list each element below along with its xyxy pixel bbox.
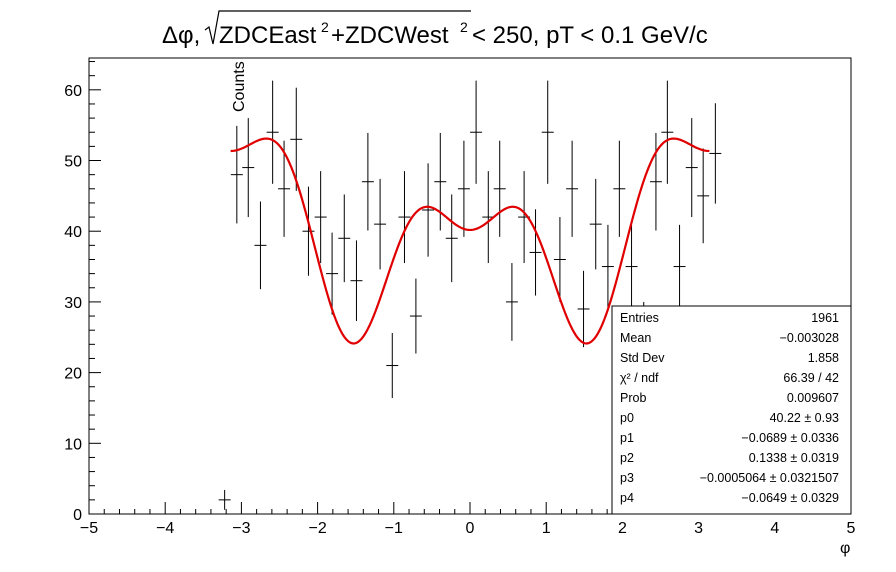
y-tick-label: 10 (64, 436, 82, 453)
data-point (386, 333, 399, 399)
data-point (505, 263, 518, 341)
stats-value: −0.0649 ± 0.0329 (741, 491, 839, 505)
stats-box: Entries 1961 Mean −0.003028 Std Dev 1.858 χ² /… (611, 305, 852, 515)
sqrt-sign (204, 10, 471, 45)
data-point (302, 186, 315, 276)
x-tick-label: −1 (385, 520, 403, 537)
title-superscript-2: 2 (460, 19, 468, 35)
stats-label: p3 (620, 471, 634, 485)
stats-label: p2 (620, 451, 634, 465)
y-tick-label: 50 (64, 154, 82, 171)
data-point (709, 103, 722, 204)
data-point (434, 132, 447, 231)
data-point (398, 171, 411, 264)
data-point (613, 140, 626, 237)
data-point (673, 224, 686, 309)
x-tick-label: −2 (308, 520, 326, 537)
y-axis: 0 10 20 30 40 50 60 (64, 61, 101, 524)
data-point (470, 80, 483, 184)
data-point (529, 209, 542, 296)
title-prefix: Δφ, (162, 22, 200, 49)
y-tick-label: 20 (64, 366, 82, 383)
data-point (409, 278, 422, 354)
x-tick-label: 2 (618, 520, 627, 537)
x-tick-label: 3 (694, 520, 703, 537)
stats-value: 0.009607 (787, 391, 839, 405)
data-point (566, 140, 579, 237)
y-tick-label: 0 (73, 507, 82, 524)
data-point (577, 270, 590, 348)
data-point (338, 194, 351, 283)
stats-value: −0.0689 ± 0.0336 (741, 431, 839, 445)
x-tick-label: 0 (466, 520, 475, 537)
x-axis: −5 −4 −3 −2 −1 0 1 2 3 4 5 (80, 502, 856, 537)
data-point (445, 194, 458, 283)
data-point (553, 217, 566, 302)
stats-label: Mean (620, 331, 651, 345)
data-point (254, 201, 267, 290)
stats-label: Entries (620, 311, 659, 325)
x-tick-label: −5 (80, 520, 98, 537)
data-point (493, 140, 506, 237)
y-tick-label: 60 (64, 83, 82, 100)
data-point (625, 224, 638, 309)
x-tick-label: 1 (542, 520, 551, 537)
data-point (266, 80, 279, 184)
data-point (361, 132, 374, 231)
title-suffix: < 250, pT < 0.1 GeV/c (472, 22, 708, 49)
data-point (290, 87, 303, 191)
chart-title: Δφ, ZDCEast 2 +ZDCWest 2 < 250, pT < 0.1… (162, 10, 708, 49)
stats-value: 0.1338 ± 0.0319 (749, 451, 839, 465)
stats-value: 1961 (811, 311, 839, 325)
data-point (326, 232, 339, 315)
stats-value: 40.22 ± 0.93 (770, 411, 839, 425)
data-point (661, 80, 674, 184)
stats-label: χ² / ndf (620, 371, 659, 385)
data-point (278, 140, 291, 237)
x-tick-label: 4 (770, 520, 779, 537)
data-point (685, 118, 698, 218)
x-axis-label: φ (840, 540, 850, 557)
y-tick-label: 40 (64, 224, 82, 241)
stats-value: 66.39 / 42 (783, 371, 839, 385)
data-point (541, 80, 554, 184)
data-point (314, 171, 327, 264)
data-point (350, 240, 363, 321)
data-point (422, 163, 435, 257)
y-axis-label: Counts (231, 61, 248, 112)
data-point (649, 132, 662, 231)
stats-label: p0 (620, 411, 634, 425)
stats-value: −0.003028 (780, 331, 839, 345)
x-tick-label: −3 (232, 520, 250, 537)
data-point (457, 140, 470, 237)
stats-label: p4 (620, 491, 634, 505)
data-point (218, 489, 231, 510)
stats-label: Prob (620, 391, 646, 405)
data-points (218, 80, 734, 510)
data-point (697, 148, 710, 244)
x-tick-label: 5 (847, 520, 856, 537)
data-point (242, 118, 255, 218)
stats-box-frame (611, 305, 852, 515)
data-point (230, 125, 243, 224)
data-point (601, 224, 614, 309)
title-superscript-1: 2 (321, 19, 329, 35)
title-sqrt-term-2: +ZDCWest (331, 22, 449, 49)
stats-value: 1.858 (808, 351, 839, 365)
data-point (589, 178, 602, 270)
x-tick-label: −4 (156, 520, 174, 537)
data-point (374, 178, 387, 270)
y-tick-label: 30 (64, 295, 82, 312)
stats-label: Std Dev (620, 351, 665, 365)
fit-curve (230, 137, 710, 345)
title-sqrt-term-1: ZDCEast (219, 22, 317, 49)
stats-label: p1 (620, 431, 634, 445)
stats-value: −0.0005064 ± 0.0321507 (700, 471, 839, 485)
